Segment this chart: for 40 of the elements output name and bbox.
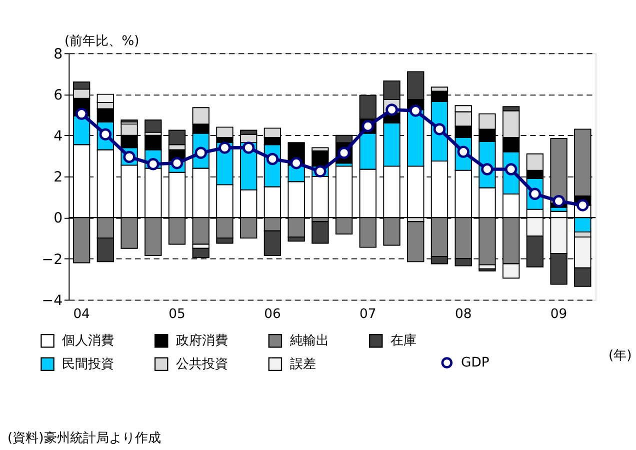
y-tick-label: 8 bbox=[54, 46, 63, 62]
legend-label: 個人消費 bbox=[62, 334, 114, 349]
x-tick-label: 09 bbox=[550, 307, 568, 322]
legend-label: 公共投資 bbox=[176, 356, 228, 372]
point bbox=[314, 165, 326, 178]
point bbox=[218, 142, 231, 154]
bar bbox=[120, 120, 138, 122]
x-tick-label: 05 bbox=[168, 307, 186, 322]
y-tick-label: 4 bbox=[54, 128, 63, 145]
point bbox=[433, 123, 446, 136]
point bbox=[242, 142, 255, 154]
bar bbox=[478, 268, 496, 272]
x-tick-label: 08 bbox=[454, 307, 472, 322]
point bbox=[410, 104, 422, 117]
point bbox=[290, 157, 302, 170]
y-tick-label: 2 bbox=[54, 170, 63, 186]
legend-label: 純輸出 bbox=[290, 334, 329, 349]
point bbox=[170, 157, 184, 170]
bar bbox=[407, 221, 424, 262]
bar bbox=[312, 221, 329, 244]
y-tick-label: 6 bbox=[54, 87, 63, 104]
point bbox=[266, 152, 279, 166]
point bbox=[75, 108, 88, 120]
point bbox=[552, 195, 565, 208]
legend-label: GDP bbox=[461, 356, 490, 371]
x-tick-label: 06 bbox=[264, 307, 281, 322]
x-tick-label: 07 bbox=[360, 307, 376, 322]
x-axis-title: (年) bbox=[608, 348, 632, 364]
text: (資料)豪州統計局より作成 bbox=[8, 430, 161, 446]
x-tick-label: 04 bbox=[73, 307, 90, 322]
legend-label: 民間投資 bbox=[62, 356, 114, 372]
bar bbox=[144, 120, 162, 133]
legend-label: 在庫 bbox=[390, 332, 416, 349]
point bbox=[576, 199, 589, 212]
y-tick-label: −4 bbox=[42, 292, 63, 309]
y-tick-label: 0 bbox=[54, 210, 63, 227]
y-tick-label: −2 bbox=[42, 252, 63, 268]
y-axis-title: (前年比、%) bbox=[64, 34, 140, 50]
legend-label: 政府消費 bbox=[176, 332, 228, 349]
legend-label: 誤差 bbox=[290, 356, 316, 372]
